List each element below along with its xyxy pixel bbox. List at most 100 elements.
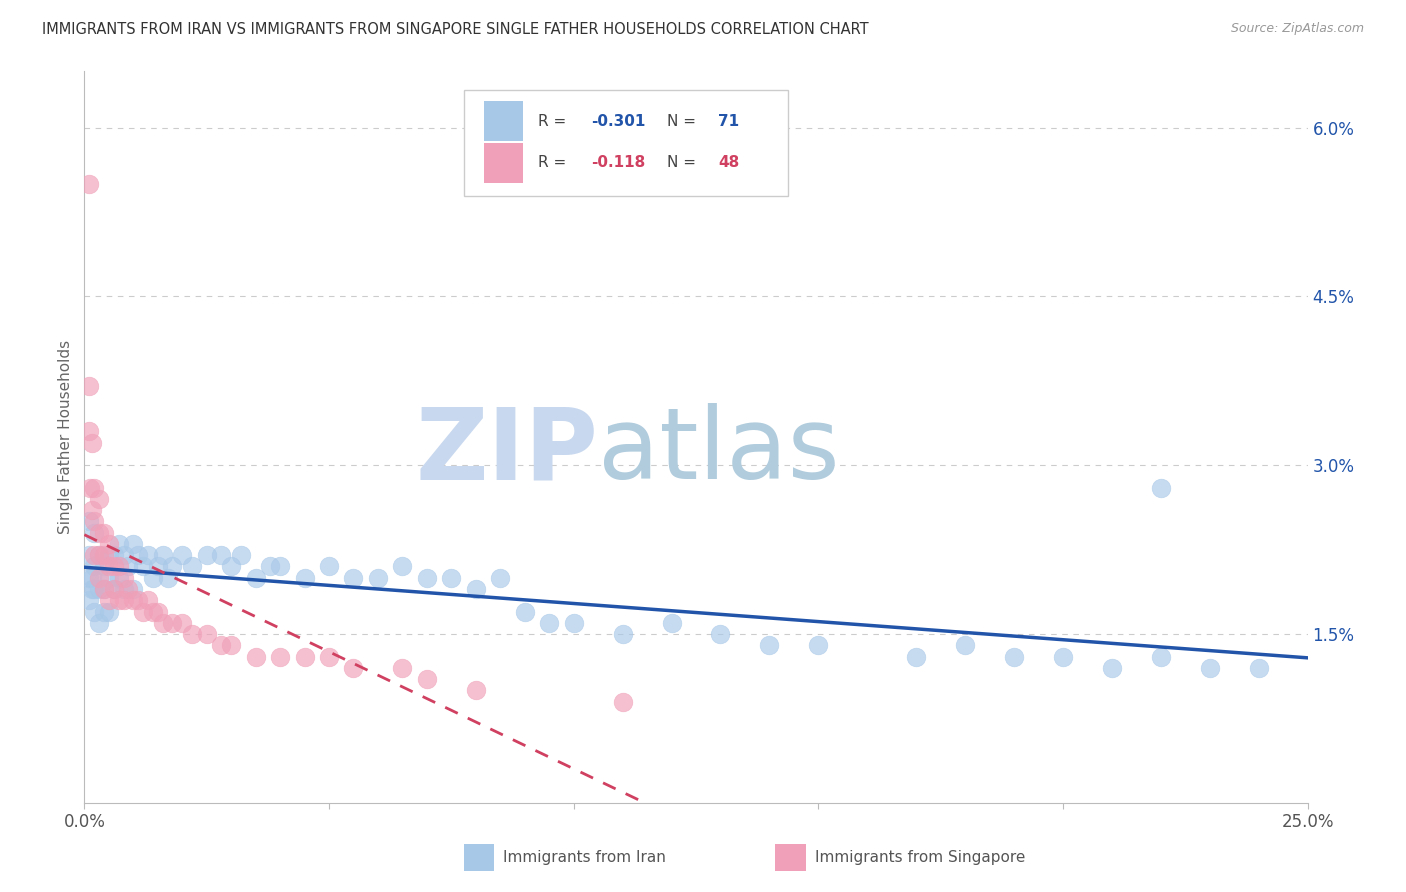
Point: [489, 571, 512, 585]
Point: [181, 559, 204, 574]
Point: [146, 559, 169, 574]
Point: [97, 571, 120, 585]
Point: [136, 593, 159, 607]
Text: Immigrants from Iran: Immigrants from Iran: [503, 850, 665, 865]
Point: [294, 649, 316, 664]
Point: [209, 548, 232, 562]
Point: [162, 559, 184, 574]
Point: [1101, 661, 1123, 675]
Point: [93, 548, 115, 562]
Point: [103, 582, 125, 596]
Point: [513, 605, 536, 619]
Point: [758, 638, 780, 652]
Point: [97, 559, 120, 574]
Point: [1198, 661, 1220, 675]
Text: 48: 48: [718, 155, 740, 170]
Point: [661, 615, 683, 630]
Point: [464, 582, 486, 596]
FancyBboxPatch shape: [464, 90, 787, 195]
Point: [77, 571, 100, 585]
Point: [342, 661, 364, 675]
Point: [107, 571, 129, 585]
Point: [172, 548, 194, 562]
Text: IMMIGRANTS FROM IRAN VS IMMIGRANTS FROM SINGAPORE SINGLE FATHER HOUSEHOLDS CORRE: IMMIGRANTS FROM IRAN VS IMMIGRANTS FROM …: [42, 22, 869, 37]
Point: [122, 582, 145, 596]
Point: [87, 525, 110, 540]
Point: [152, 615, 174, 630]
Point: [905, 649, 928, 664]
Point: [1247, 661, 1270, 675]
Point: [97, 548, 120, 562]
Point: [156, 571, 179, 585]
Text: R =: R =: [538, 113, 571, 128]
Point: [80, 503, 103, 517]
Point: [83, 548, 105, 562]
Point: [152, 548, 174, 562]
Point: [1150, 649, 1173, 664]
Point: [195, 548, 218, 562]
Point: [93, 525, 115, 540]
Point: [83, 605, 105, 619]
Point: [127, 593, 149, 607]
Point: [93, 582, 115, 596]
Point: [464, 683, 486, 698]
Point: [107, 537, 129, 551]
Point: [612, 694, 634, 708]
Point: [117, 582, 139, 596]
Point: [80, 582, 103, 596]
Point: [195, 627, 218, 641]
Point: [132, 559, 155, 574]
Text: ZIP: ZIP: [415, 403, 598, 500]
Point: [112, 582, 135, 596]
Point: [97, 537, 120, 551]
Bar: [464, 845, 494, 871]
Point: [103, 548, 125, 562]
Y-axis label: Single Father Households: Single Father Households: [58, 340, 73, 534]
Point: [391, 661, 413, 675]
Text: Source: ZipAtlas.com: Source: ZipAtlas.com: [1230, 22, 1364, 36]
Bar: [484, 101, 523, 141]
Point: [127, 548, 149, 562]
Point: [318, 559, 340, 574]
Point: [79, 481, 101, 495]
Text: R =: R =: [538, 155, 571, 170]
Point: [342, 571, 364, 585]
Point: [953, 638, 976, 652]
Point: [219, 559, 242, 574]
Point: [112, 571, 135, 585]
Point: [122, 537, 145, 551]
Point: [83, 525, 105, 540]
Point: [117, 559, 139, 574]
Point: [416, 672, 439, 686]
Point: [294, 571, 316, 585]
Point: [83, 582, 105, 596]
Text: -0.301: -0.301: [591, 113, 645, 128]
Point: [367, 571, 389, 585]
Point: [97, 593, 120, 607]
Point: [107, 559, 129, 574]
Point: [1150, 481, 1173, 495]
Point: [709, 627, 731, 641]
Point: [103, 559, 125, 574]
Point: [269, 559, 291, 574]
Point: [391, 559, 413, 574]
Point: [538, 615, 561, 630]
Point: [77, 593, 100, 607]
Point: [83, 559, 105, 574]
Point: [87, 548, 110, 562]
Point: [209, 638, 232, 652]
Point: [103, 582, 125, 596]
Point: [107, 593, 129, 607]
Point: [112, 548, 135, 562]
Point: [142, 605, 165, 619]
Point: [146, 605, 169, 619]
Point: [87, 571, 110, 585]
Point: [77, 379, 100, 393]
Point: [219, 638, 242, 652]
Point: [245, 649, 267, 664]
Bar: [484, 143, 523, 183]
Point: [77, 425, 100, 439]
Point: [87, 491, 110, 506]
Point: [440, 571, 463, 585]
Point: [83, 515, 105, 529]
